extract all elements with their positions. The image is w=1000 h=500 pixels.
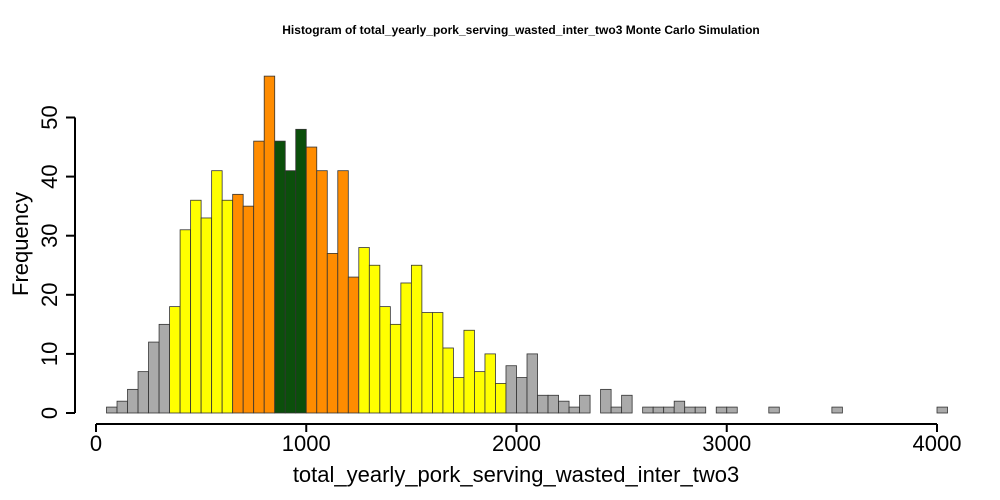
histogram-bar [221, 199, 234, 414]
histogram-bar [936, 406, 948, 414]
histogram-bar [200, 217, 213, 414]
y-axis: 0 10 20 30 40 50 [37, 105, 76, 419]
histogram-bar [431, 312, 444, 414]
bars-group [106, 75, 948, 414]
histogram-bar [242, 205, 255, 414]
histogram-bar [274, 140, 286, 414]
histogram-bar [568, 406, 580, 414]
histogram-bar [106, 406, 118, 414]
y-tick-label: 20 [37, 283, 62, 307]
histogram-bar [652, 406, 665, 414]
y-tick-label: 50 [37, 105, 62, 129]
histogram-bar [169, 306, 181, 414]
x-axis-label: total_yearly_pork_serving_wasted_inter_t… [293, 462, 739, 487]
histogram-bar [337, 170, 349, 414]
x-tick-label: 1000 [282, 431, 331, 456]
histogram-bar [410, 264, 423, 414]
histogram-bar [284, 170, 297, 414]
histogram-bar [495, 383, 507, 414]
histogram-bar [642, 406, 654, 414]
histogram-bar [474, 371, 486, 414]
histogram-bar [316, 170, 328, 414]
x-tick-label: 4000 [913, 431, 962, 456]
histogram-bar [347, 276, 360, 414]
histogram-bar [358, 247, 370, 414]
histogram-bar [684, 406, 696, 414]
x-axis: 0 1000 2000 3000 4000 [90, 423, 962, 456]
histogram-bar [505, 365, 517, 414]
histogram-bar [442, 347, 454, 414]
histogram-bar [148, 341, 160, 414]
x-tick-label: 2000 [492, 431, 541, 456]
histogram-bar [400, 282, 412, 414]
histogram-bar [263, 75, 276, 414]
histogram-bar [190, 199, 202, 414]
histogram-bar [253, 140, 265, 414]
histogram-bar [516, 377, 528, 414]
histogram-bar [663, 406, 675, 414]
histogram-bar [179, 229, 192, 414]
histogram-bar [621, 394, 633, 414]
histogram-bar [610, 406, 623, 414]
histogram-bar [116, 400, 128, 414]
histogram-bar [715, 406, 728, 414]
histogram-bar [726, 406, 738, 414]
histogram-bar [389, 323, 402, 414]
histogram-bar [295, 128, 307, 414]
x-tick-label: 0 [90, 431, 102, 456]
histogram-bar [127, 388, 139, 414]
histogram-bar [379, 306, 391, 414]
histogram-bar [694, 406, 707, 414]
histogram-bar [526, 353, 538, 414]
histogram-bar [368, 264, 381, 414]
y-tick-label: 10 [37, 342, 62, 366]
histogram-bar [232, 193, 244, 414]
histogram-bar [537, 394, 549, 414]
histogram-bar [579, 394, 591, 414]
histogram-bar [421, 312, 433, 414]
y-tick-label: 0 [37, 407, 62, 419]
histogram-bar [547, 394, 559, 414]
histogram-bar [484, 353, 496, 414]
histogram-bar [463, 329, 475, 414]
y-axis-label: Frequency [8, 192, 33, 296]
histogram-bar [831, 406, 843, 414]
histogram-bar [158, 323, 170, 414]
histogram-bar [600, 388, 612, 414]
chart-title: Histogram of total_yearly_pork_serving_w… [282, 23, 759, 37]
y-tick-label: 30 [37, 223, 62, 247]
histogram-bar [305, 146, 318, 414]
y-tick-label: 40 [37, 164, 62, 188]
histogram-bar [768, 406, 780, 414]
x-tick-label: 3000 [702, 431, 751, 456]
histogram-bar [137, 371, 149, 414]
histogram-bar [453, 377, 465, 414]
histogram-bar [326, 253, 339, 414]
histogram-bar [211, 170, 223, 414]
histogram-bar [558, 400, 570, 414]
histogram-bar [673, 400, 686, 414]
